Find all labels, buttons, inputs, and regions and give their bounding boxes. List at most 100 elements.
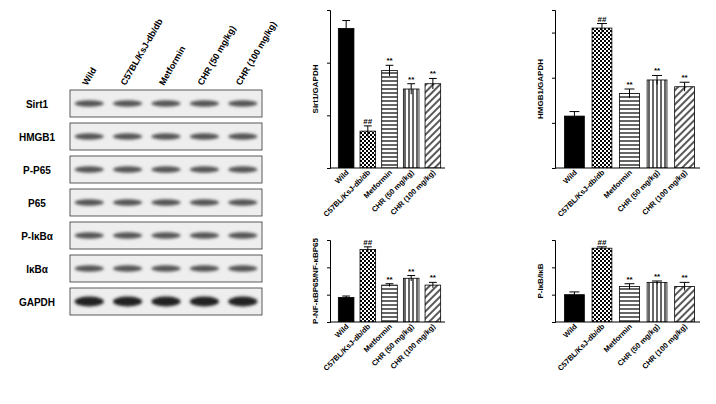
- y-tick: [552, 168, 555, 169]
- x-axis: WildC57BL/KsJ-db/dbMetforminCHR (50 mg/k…: [555, 168, 700, 219]
- x-axis: WildC57BL/KsJ-db/dbMetforminCHR (50 mg/k…: [322, 322, 445, 373]
- bar: [360, 131, 376, 168]
- error-bar: [652, 281, 662, 284]
- error-stem: [432, 282, 433, 287]
- x-tick-label: C57BL/KsJ-db/db: [556, 168, 607, 219]
- y-axis-line: [327, 11, 331, 169]
- blot-row-label: Sirt1: [26, 99, 49, 110]
- significance-label: **: [386, 275, 393, 284]
- error-bar: [569, 292, 579, 297]
- x-tick: CHR (100 mg/kg): [640, 322, 689, 371]
- bar-chart: ##******WildC57BL/KsJ-db/dbMetforminCHR …: [311, 11, 445, 219]
- blot-band: [151, 100, 180, 106]
- significance-label: ##: [363, 238, 372, 247]
- y-axis-line: [552, 11, 556, 169]
- plot-area: [565, 24, 695, 168]
- error-bar: [364, 126, 372, 137]
- error-bar: [680, 82, 690, 91]
- bar: [592, 28, 612, 168]
- bar: [565, 116, 585, 168]
- error-stem: [657, 75, 658, 84]
- error-stem: [389, 65, 390, 76]
- y-axis: [327, 11, 331, 169]
- significance-label: ##: [598, 15, 607, 24]
- blot-band: [228, 199, 257, 205]
- error-stem: [432, 78, 433, 89]
- significance-label: **: [681, 273, 688, 282]
- y-tick: [552, 123, 555, 124]
- bar: [565, 295, 585, 322]
- y-tick-mark: [327, 240, 330, 241]
- y-axis-title: HMGB1/GAPDH: [536, 59, 545, 119]
- bar: [675, 286, 695, 322]
- x-tick-label: Wild: [333, 322, 351, 340]
- bar: [620, 286, 640, 322]
- x-tick: Wild: [561, 168, 579, 186]
- blot-band: [75, 297, 104, 307]
- significance-label: **: [681, 73, 688, 82]
- error-stem: [684, 82, 685, 91]
- blot-band: [151, 166, 180, 172]
- y-tick: [552, 33, 555, 34]
- plot-area: [338, 247, 440, 322]
- blot-band: [151, 265, 180, 271]
- blot-band: [228, 100, 257, 106]
- significance-label: ##: [363, 117, 372, 126]
- significance-label: **: [654, 66, 661, 75]
- blot-band: [113, 265, 142, 271]
- y-tick: [552, 322, 555, 323]
- significance-label: **: [408, 75, 415, 84]
- bar: [425, 84, 441, 168]
- bar: [675, 87, 695, 168]
- error-bar: [652, 75, 662, 84]
- error-bar: [364, 247, 372, 252]
- blot-column-label: CHR (100 mg/kg): [234, 20, 279, 87]
- bar-chart: ##******WildC57BL/KsJ-db/dbMetforminCHR …: [536, 238, 700, 373]
- blot-band: [75, 166, 104, 172]
- blot-row-label: GAPDH: [19, 297, 55, 308]
- blot-band: [190, 100, 219, 106]
- blot-band: [190, 199, 219, 205]
- bar: [647, 80, 667, 168]
- y-tick-mark: [327, 168, 330, 169]
- error-bar: [625, 284, 635, 289]
- blot-band: [113, 232, 142, 238]
- error-bar: [407, 84, 415, 95]
- y-tick-mark: [327, 322, 330, 323]
- y-tick-mark: [327, 267, 330, 268]
- bar-chart: ##******WildC57BL/KsJ-db/dbMetforminCHR …: [536, 11, 700, 219]
- y-tick: [327, 295, 330, 296]
- x-tick: Wild: [561, 322, 579, 340]
- blot-band: [228, 133, 257, 139]
- y-tick-mark: [552, 240, 555, 241]
- error-stem: [601, 24, 602, 33]
- error-stem: [629, 89, 630, 98]
- x-tick-label: CHR (100 mg/kg): [640, 168, 689, 217]
- y-tick: [327, 322, 330, 323]
- x-tick: Wild: [333, 168, 351, 186]
- blot-band: [75, 199, 104, 205]
- significance-label: **: [430, 69, 437, 78]
- error-bar: [342, 296, 350, 299]
- error-cap: [569, 111, 579, 112]
- bar: [403, 278, 419, 322]
- error-stem: [367, 247, 368, 252]
- error-bar: [429, 78, 437, 89]
- bar: [382, 71, 398, 168]
- blot-band: [75, 232, 104, 238]
- blot-band: [151, 199, 180, 205]
- y-tick-mark: [327, 63, 330, 64]
- blot-band: [113, 297, 142, 307]
- y-tick-mark: [327, 295, 330, 296]
- blot-strip: [70, 189, 262, 216]
- bar: [338, 28, 354, 168]
- figure: WildC57BL/KsJ-db/dbMetforminCHR (50 mg/k…: [0, 0, 716, 404]
- blot-column-label: Wild: [80, 66, 98, 87]
- x-tick: CHR (100 mg/kg): [388, 168, 437, 217]
- blot-strip: [70, 288, 262, 315]
- bar: [592, 248, 612, 322]
- error-bar: [386, 65, 394, 76]
- x-tick: CHR (100 mg/kg): [640, 168, 689, 217]
- error-stem: [411, 276, 412, 281]
- blot-band: [75, 133, 104, 139]
